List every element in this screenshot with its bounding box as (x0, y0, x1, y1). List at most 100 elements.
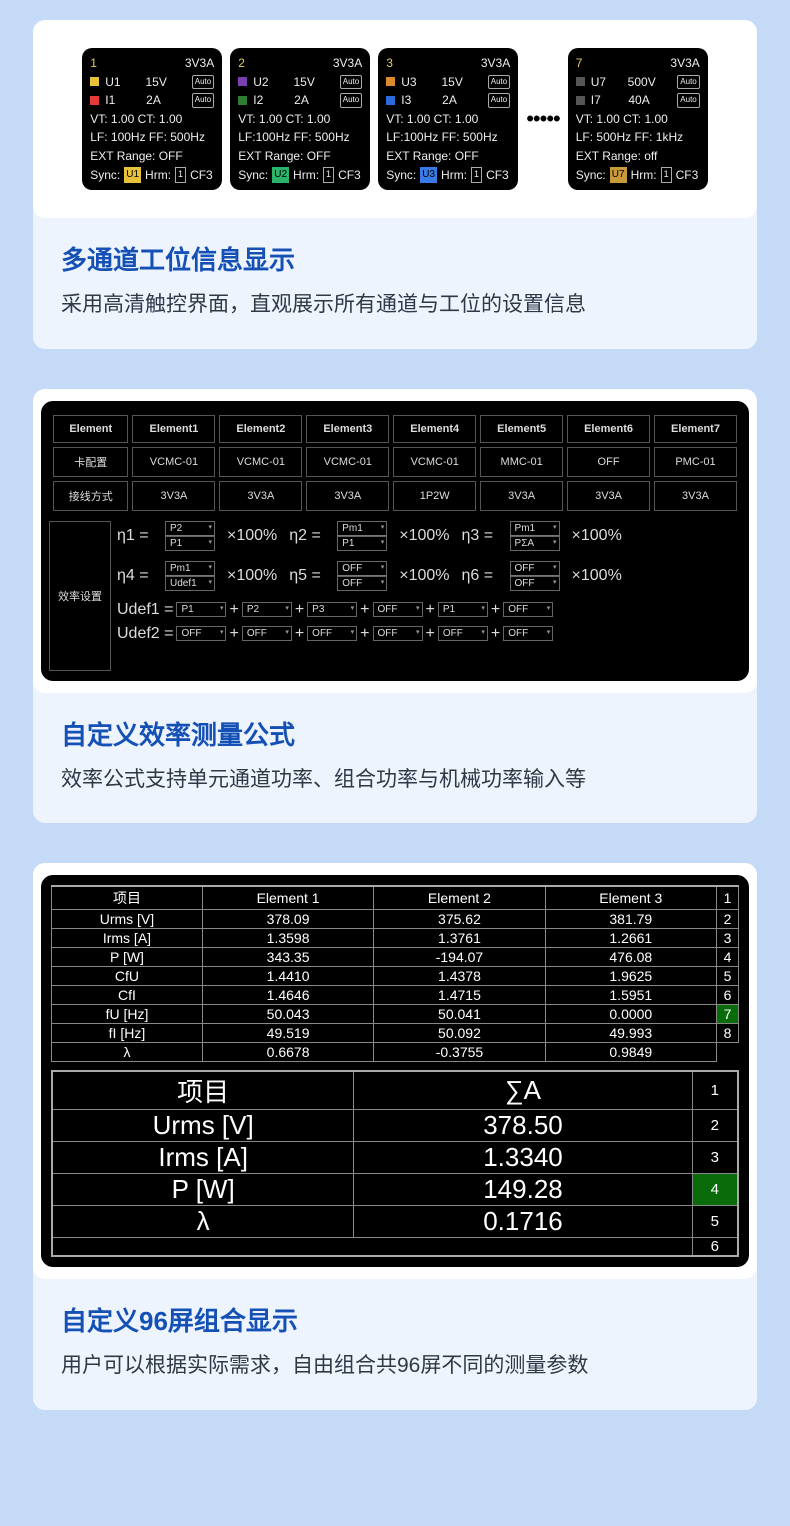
auto-badge: Auto (340, 75, 362, 89)
t1-header-cell: 项目 (52, 886, 203, 910)
eta-label: η2 = (289, 527, 331, 545)
t2-value-cell: 1.3340 (354, 1142, 692, 1174)
ext-range-line: EXT Range: OFF (90, 147, 214, 166)
eta-denominator-select[interactable]: PΣA (510, 536, 560, 551)
i-label: I7 (591, 91, 601, 110)
t2-side-index[interactable]: 3 (692, 1142, 738, 1174)
t1-side-index[interactable]: 6 (717, 986, 739, 1005)
udef-term-select[interactable]: OFF (373, 602, 423, 617)
cfg-header-cell: Element1 (132, 415, 215, 443)
t1-cell: 50.041 (374, 1005, 545, 1024)
u-color-icon (238, 77, 247, 86)
udef-term-select[interactable]: P1 (438, 602, 488, 617)
cfg-wiring-cell: 3V3A (132, 481, 215, 511)
plus-label: + (491, 601, 500, 619)
i-value: 2A (146, 91, 161, 110)
udef-term-select[interactable]: OFF (503, 626, 553, 641)
x100-label: ×100% (227, 527, 277, 545)
eta-numerator-select[interactable]: OFF (510, 561, 560, 576)
channel-mode: 3V3A (670, 54, 699, 73)
plus-label: + (426, 625, 435, 643)
udef-term-select[interactable]: P1 (176, 602, 226, 617)
cfg-wiring-cell: 1P2W (393, 481, 476, 511)
i-label: I2 (253, 91, 263, 110)
plus-label: + (229, 601, 238, 619)
sync-line: Sync:U1 Hrm:1 CF3 (90, 166, 214, 185)
channel-number: 7 (576, 54, 583, 73)
t2-side-index[interactable]: 4 (692, 1174, 738, 1206)
auto-badge: Auto (488, 75, 510, 89)
u-value: 500V (628, 73, 656, 92)
section-1-title: 多通道工位信息显示 (61, 240, 729, 277)
i-value: 2A (442, 91, 457, 110)
channel-number: 3 (386, 54, 393, 73)
t1-cell: CfI (52, 986, 203, 1005)
cfg-card-cell: OFF (567, 447, 650, 477)
eta-denominator-select[interactable]: OFF (337, 576, 387, 591)
udef-label: Udef1 = (117, 601, 173, 619)
hrm-box: 1 (323, 167, 334, 183)
udef-term-select[interactable]: OFF (176, 626, 226, 641)
udef-term-select[interactable]: P2 (242, 602, 292, 617)
vt-ct-line: VT: 1.00 CT: 1.00 (238, 110, 362, 129)
eta-denominator-select[interactable]: P1 (165, 536, 215, 551)
t1-side-index[interactable]: 8 (717, 1024, 739, 1043)
t1-cell: Irms [A] (52, 929, 203, 948)
t1-side-index[interactable]: 2 (717, 910, 739, 929)
t2-side-index[interactable]: 1 (692, 1071, 738, 1110)
eta-numerator-select[interactable]: Pm1 (165, 561, 215, 576)
t1-cell: 49.519 (202, 1024, 373, 1043)
auto-badge: Auto (192, 93, 214, 107)
udef-term-select[interactable]: OFF (242, 626, 292, 641)
udef-term-select[interactable]: OFF (373, 626, 423, 641)
sync-badge: U3 (420, 167, 437, 183)
auto-badge: Auto (488, 93, 510, 107)
channel-panels-image: 13V3AU115VAutoI12AAutoVT: 1.00 CT: 1.00L… (33, 20, 757, 218)
ext-range-line: EXT Range: off (576, 147, 700, 166)
eta-numerator-select[interactable]: OFF (337, 561, 387, 576)
t1-side-index[interactable]: 4 (717, 948, 739, 967)
plus-label: + (426, 601, 435, 619)
t1-cell: fU [Hz] (52, 1005, 203, 1024)
udef-term-select[interactable]: OFF (503, 602, 553, 617)
eta-numerator-select[interactable]: P2 (165, 521, 215, 536)
eta-label: η4 = (117, 567, 159, 585)
t1-header-cell: Element 2 (374, 886, 545, 910)
u-color-icon (386, 77, 395, 86)
t1-cell: 50.092 (374, 1024, 545, 1043)
u-label: U2 (253, 73, 268, 92)
t1-cell: λ (52, 1043, 203, 1062)
hrm-box: 1 (661, 167, 672, 183)
section-2-desc: 效率公式支持单元通道功率、组合功率与机械功率输入等 (61, 764, 729, 796)
channel-panel: 23V3AU215VAutoI22AAutoVT: 1.00 CT: 1.00L… (230, 48, 370, 190)
t1-header-cell: Element 3 (545, 886, 716, 910)
t2-side-index[interactable]: 2 (692, 1110, 738, 1142)
cfg-card-cell: PMC-01 (654, 447, 737, 477)
u-value: 15V (293, 73, 314, 92)
t2-side-index[interactable]: 5 (692, 1206, 738, 1238)
cfg-header-cell: Element5 (480, 415, 563, 443)
t2-side-index[interactable]: 6 (692, 1238, 738, 1257)
t1-cell: P [W] (52, 948, 203, 967)
udef-term-select[interactable]: OFF (307, 626, 357, 641)
x100-label: ×100% (572, 567, 622, 585)
t1-side-index[interactable]: 3 (717, 929, 739, 948)
t1-cell: 0.6678 (202, 1043, 373, 1062)
eta-denominator-select[interactable]: P1 (337, 536, 387, 551)
t1-cell: 1.4378 (374, 967, 545, 986)
eta-numerator-select[interactable]: Pm1 (337, 521, 387, 536)
section-3-desc: 用户可以根据实际需求，自由组合共96屏不同的测量参数 (61, 1350, 729, 1382)
t1-side-index[interactable]: 5 (717, 967, 739, 986)
eta-numerator-select[interactable]: Pm1 (510, 521, 560, 536)
section-3-caption: 自定义96屏组合显示 用户可以根据实际需求，自由组合共96屏不同的测量参数 (33, 1279, 757, 1410)
auto-badge: Auto (192, 75, 214, 89)
eta-denominator-select[interactable]: OFF (510, 576, 560, 591)
i-value: 2A (294, 91, 309, 110)
i-color-icon (386, 96, 395, 105)
cfg-card-cell: 卡配置 (53, 447, 128, 477)
udef-term-select[interactable]: OFF (438, 626, 488, 641)
eta-denominator-select[interactable]: Udef1 (165, 576, 215, 591)
udef-term-select[interactable]: P3 (307, 602, 357, 617)
t1-side-index[interactable]: 7 (717, 1005, 739, 1024)
i-color-icon (90, 96, 99, 105)
